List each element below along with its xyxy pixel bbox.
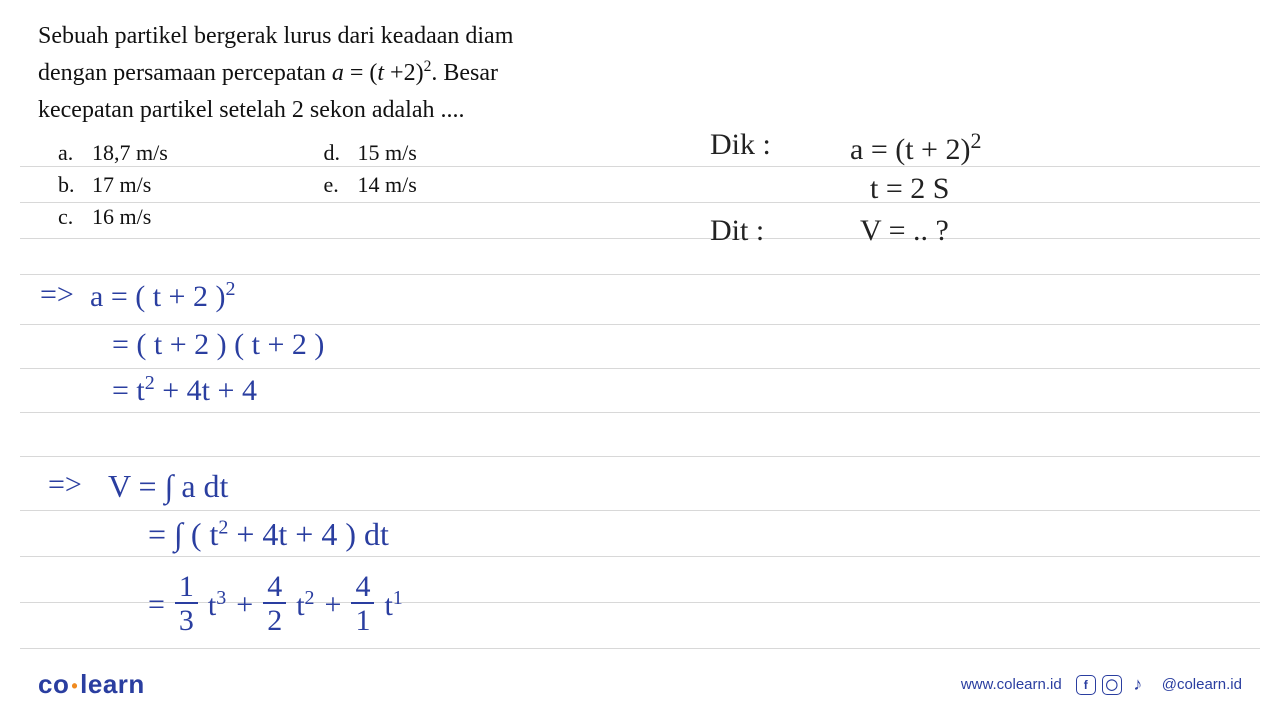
- work-term1: t3: [208, 587, 226, 623]
- choice-a: 18,7 m/s: [92, 140, 168, 165]
- tiktok-icon: ♪: [1128, 675, 1148, 695]
- ruleline: [20, 648, 1260, 649]
- work-v2: = ∫ ( t2 + 4t + 4 ) dt: [148, 516, 389, 553]
- problem-line2a: dengan persamaan percepatan: [38, 60, 332, 86]
- choice-b: 17 m/s: [92, 172, 151, 197]
- given-dik-eq: a = (t + 2)2: [850, 128, 981, 167]
- given-dik-exp: 2: [970, 128, 981, 153]
- problem-line2e: +2): [384, 60, 424, 86]
- choice-c: 16 m/s: [92, 204, 151, 229]
- work-v3: = 13 t3 + 42 t2 + 41 t1: [148, 572, 403, 637]
- problem-text: Sebuah partikel bergerak lurus dari kead…: [38, 18, 658, 130]
- given-dik-label: Dik :: [710, 128, 771, 162]
- footer: co•learn www.colearn.id f ◯ ♪ @colearn.i…: [38, 669, 1242, 700]
- social-icons: f ◯ ♪: [1076, 675, 1148, 695]
- brand-logo: co•learn: [38, 669, 145, 700]
- ruleline: [20, 274, 1260, 275]
- choice-label-e: e.: [324, 172, 358, 198]
- work-v3-eq: =: [148, 588, 165, 622]
- work-plus2: +: [325, 588, 342, 622]
- answer-choices: a.18,7 m/s d.15 m/s b.17 m/s e.14 m/s c.…: [58, 140, 417, 236]
- instagram-icon: ◯: [1102, 675, 1122, 695]
- work-v-arrow: =>: [48, 468, 82, 502]
- work-v2b: + 4t + 4 ) dt: [228, 516, 389, 552]
- choice-label-b: b.: [58, 172, 92, 198]
- given-dit-label: Dit :: [710, 214, 764, 248]
- problem-line2c: = (: [344, 60, 378, 86]
- work-plus1: +: [236, 588, 253, 622]
- work-frac2-num: 4: [263, 572, 286, 604]
- problem-line3: kecepatan partikel setelah 2 sekon adala…: [38, 97, 464, 123]
- logo-co: co: [38, 669, 69, 699]
- work-a3b: + 4t + 4: [155, 374, 257, 407]
- given-t-eq: t = 2 S: [870, 172, 949, 206]
- footer-url: www.colearn.id: [961, 676, 1062, 693]
- ruleline: [20, 510, 1260, 511]
- work-a-arrow: =>: [40, 278, 74, 312]
- work-term2-base: t: [296, 589, 304, 622]
- work-term3: t1: [384, 587, 402, 623]
- work-frac1-num: 1: [175, 572, 198, 604]
- ruleline: [20, 412, 1260, 413]
- work-frac1: 13: [175, 572, 198, 637]
- work-term1-base: t: [208, 589, 216, 622]
- work-term2-exp: 2: [305, 587, 315, 609]
- work-a2: = ( t + 2 ) ( t + 2 ): [112, 328, 324, 362]
- ruleline: [20, 368, 1260, 369]
- work-term3-base: t: [384, 589, 392, 622]
- ruleline: [20, 324, 1260, 325]
- work-frac3-den: 1: [351, 604, 374, 637]
- footer-handle: @colearn.id: [1162, 676, 1242, 693]
- work-v1: V = ∫ a dt: [108, 468, 228, 505]
- choice-label-c: c.: [58, 204, 92, 230]
- ruleline: [20, 456, 1260, 457]
- work-term1-exp: 3: [216, 587, 226, 609]
- problem-line1: Sebuah partikel bergerak lurus dari kead…: [38, 23, 513, 49]
- work-a1-exp: 2: [225, 278, 235, 300]
- choice-e: 14 m/s: [358, 172, 417, 197]
- ruleline: [20, 556, 1260, 557]
- work-a3-exp: 2: [145, 372, 155, 394]
- work-a1-text: a = ( t + 2 ): [90, 280, 225, 313]
- work-a3: = t2 + 4t + 4: [112, 372, 257, 408]
- work-frac3: 41: [351, 572, 374, 637]
- page: Sebuah partikel bergerak lurus dari kead…: [0, 0, 1280, 720]
- logo-learn: learn: [80, 669, 145, 699]
- work-frac2-den: 2: [263, 604, 286, 637]
- footer-right: www.colearn.id f ◯ ♪ @colearn.id: [961, 675, 1242, 695]
- choice-d: 15 m/s: [358, 140, 417, 165]
- ruleline: [20, 238, 1260, 239]
- work-frac3-num: 4: [351, 572, 374, 604]
- work-frac1-den: 3: [175, 604, 198, 637]
- work-a3a: = t: [112, 374, 145, 407]
- problem-line2g: . Besar: [431, 60, 498, 86]
- given-dit-eq: V = .. ?: [860, 214, 949, 248]
- choice-label-d: d.: [324, 140, 358, 166]
- work-frac2: 42: [263, 572, 286, 637]
- logo-dot-icon: •: [69, 676, 80, 696]
- work-v2a: = ∫ ( t: [148, 516, 218, 552]
- given-dik-eq-text: a = (t + 2): [850, 133, 970, 166]
- choice-label-a: a.: [58, 140, 92, 166]
- facebook-icon: f: [1076, 675, 1096, 695]
- work-a1: a = ( t + 2 )2: [90, 278, 235, 314]
- problem-var-a: a: [332, 60, 344, 86]
- work-v2-exp: 2: [218, 516, 228, 538]
- work-term3-exp: 1: [393, 587, 403, 609]
- work-term2: t2: [296, 587, 314, 623]
